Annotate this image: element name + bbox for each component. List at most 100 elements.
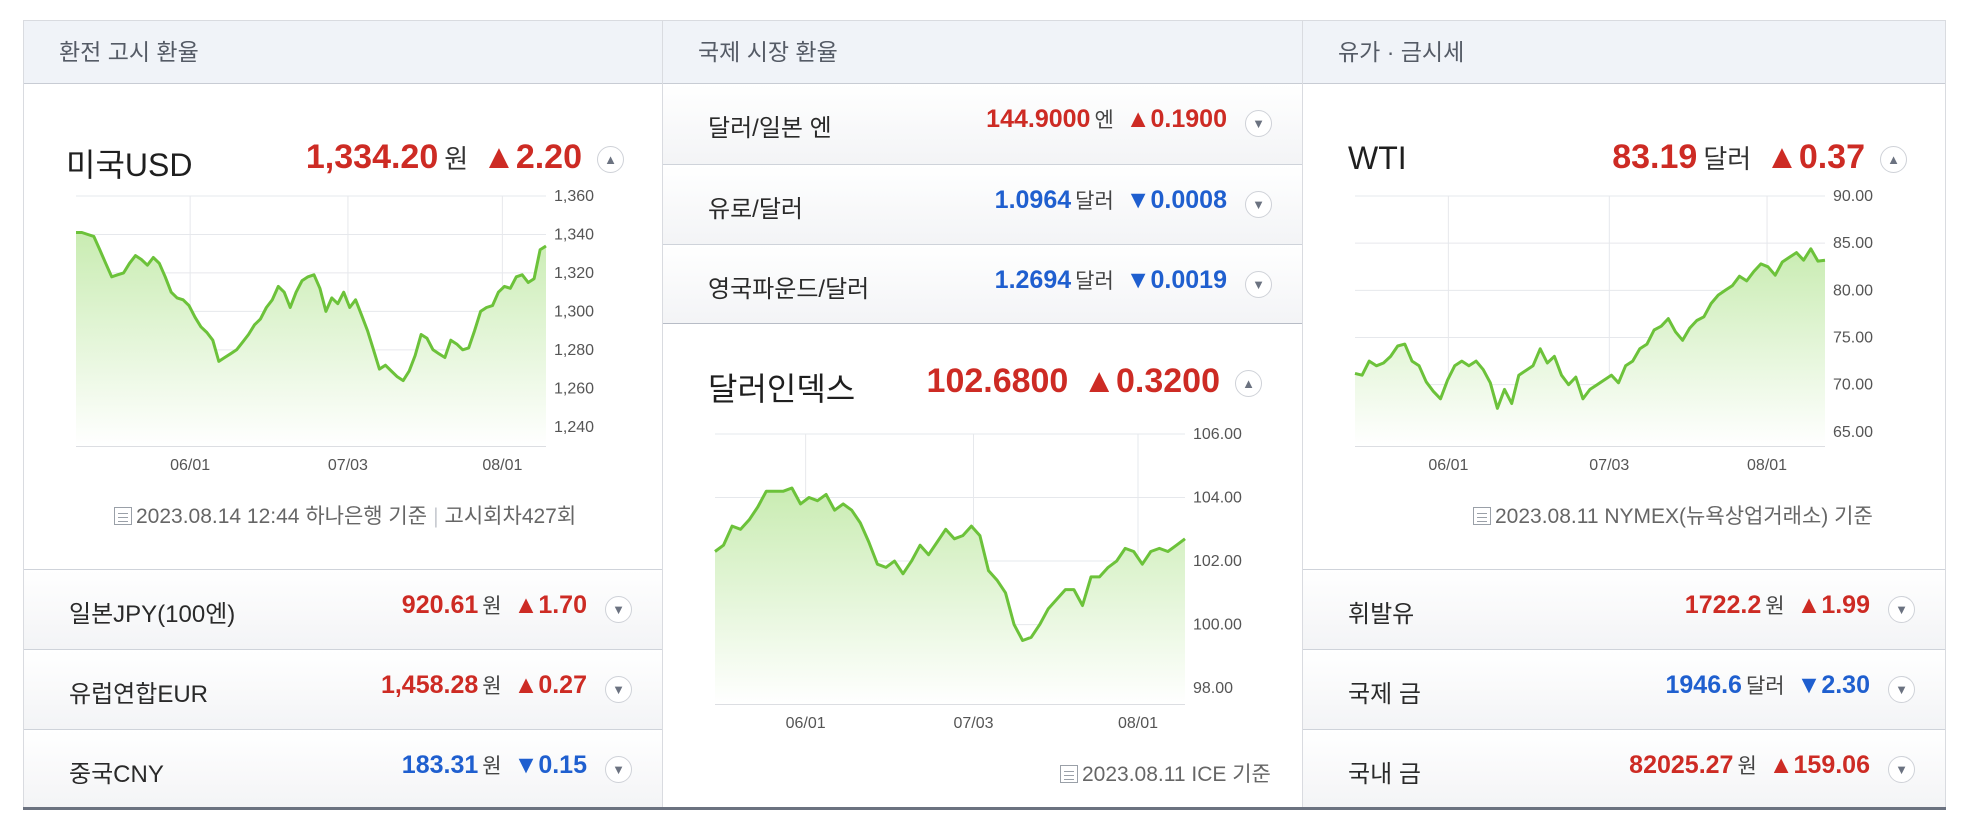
currency-change: ▲1.70: [513, 591, 587, 619]
list-item[interactable]: 휘발유 1722.2 원 ▲1.99 ▼: [1303, 569, 1945, 649]
usd-unit: 원: [444, 144, 469, 174]
y-tick-label: 65.00: [1833, 424, 1873, 441]
commodity-unit: 달러: [1745, 675, 1785, 698]
usd-change: ▲2.20: [482, 138, 582, 176]
currency-value: 183.31: [401, 751, 479, 779]
y-tick-label: 98.00: [1193, 680, 1233, 697]
document-icon: [1473, 507, 1491, 525]
y-tick-label: 106.00: [1193, 426, 1242, 443]
commodity-change: ▲1.99: [1796, 591, 1870, 619]
usd-source-text: 2023.08.14 12:44 하나은행 기준: [136, 505, 428, 528]
separator: |: [433, 505, 439, 528]
list-item[interactable]: 달러/일본 엔 144.9000 엔 ▲0.1900 ▼: [663, 84, 1302, 164]
pair-change: ▼0.0008: [1125, 186, 1227, 214]
currency-values: 183.31 원 ▼0.15: [402, 750, 587, 780]
commodity-change: ▼2.30: [1796, 671, 1870, 699]
usd-chart: 1,360 1,340 1,320 1,300 1,280 1,260 1,240 06/01…: [76, 188, 594, 474]
currency-name: 일본JPY(100엔): [69, 601, 236, 628]
currency-values: 920.61 원 ▲1.70: [402, 590, 587, 620]
market-column: 국제 시장 환율 달러/일본 엔 144.9000 엔 ▲0.1900 ▼ 유로…: [663, 20, 1303, 810]
dollar-index-source: 2023.08.11 ICE 기준: [1060, 758, 1271, 788]
chevron-up-icon[interactable]: ▲: [597, 146, 624, 173]
usd-panel[interactable]: 미국USD 1,334.20 원 ▲2.20 ▲ 1,360 1,340 1,320…: [24, 84, 662, 574]
finance-widget: 환전 고시 환율 미국USD 1,334.20 원 ▲2.20 ▲ 1,360 1…: [23, 20, 1946, 810]
y-tick-label: 85.00: [1833, 235, 1873, 252]
commodity-value: 1946.6: [1665, 671, 1742, 699]
usd-values: 1,334.20 원 ▲2.20: [306, 138, 582, 177]
section-title-market: 국제 시장 환율: [663, 20, 1302, 84]
series-line: [1354, 247, 1826, 410]
dollar-index-panel[interactable]: 달러인덱스 102.6800 ▲0.3200 ▲ 106.00 104.00 102…: [663, 324, 1302, 810]
list-item[interactable]: 유로/달러 1.0964 달러 ▼0.0008 ▼: [663, 164, 1302, 244]
x-tick-label: 06/01: [786, 715, 826, 732]
dollar-index-change: ▲0.3200: [1082, 362, 1220, 400]
chevron-down-icon[interactable]: ▼: [1888, 596, 1915, 623]
y-tick-label: 1,280: [554, 342, 594, 359]
currency-name: 중국CNY: [69, 761, 164, 788]
chevron-down-icon[interactable]: ▼: [1245, 110, 1272, 137]
usd-round: 고시회차427회: [444, 505, 577, 528]
dollar-index-chart: 106.00 104.00 102.00 100.00 98.00 06/01 07/03 0…: [714, 426, 1242, 732]
list-item[interactable]: 중국CNY 183.31 원 ▼0.15 ▼: [24, 729, 662, 809]
pair-name: 유로/달러: [708, 196, 803, 223]
usd-name: 미국USD: [66, 147, 193, 183]
list-item[interactable]: 국제 금 1946.6 달러 ▼2.30 ▼: [1303, 649, 1945, 729]
x-tick-label: 07/03: [328, 457, 368, 474]
commodity-change: ▲159.06: [1768, 751, 1870, 779]
y-tick-label: 100.00: [1193, 617, 1242, 634]
y-tick-label: 1,240: [554, 419, 594, 436]
currency-change: ▼0.15: [513, 751, 587, 779]
x-tick-label: 06/01: [1428, 457, 1468, 474]
pair-unit: 엔: [1094, 109, 1114, 132]
wti-value: 83.19: [1612, 138, 1698, 176]
wti-chart: 90.00 85.00 80.00 75.00 70.00 65.00 06/01 07/03…: [1354, 188, 1873, 474]
currency-unit: 원: [482, 675, 502, 698]
chevron-down-icon[interactable]: ▼: [1888, 756, 1915, 783]
chevron-down-icon[interactable]: ▼: [605, 596, 632, 623]
list-item[interactable]: 영국파운드/달러 1.2694 달러 ▼0.0019 ▼: [663, 244, 1302, 324]
currency-values: 1,458.28 원 ▲0.27: [381, 670, 587, 700]
pair-unit: 달러: [1075, 270, 1114, 293]
list-item[interactable]: 국내 금 82025.27 원 ▲159.06 ▼: [1303, 729, 1945, 809]
wti-panel[interactable]: WTI 83.19 달러 ▲0.37 ▲ 90.00 85.00 80.00 75.0…: [1303, 84, 1945, 574]
series-line: [714, 486, 1186, 642]
list-item[interactable]: 일본JPY(100엔) 920.61 원 ▲1.70 ▼: [24, 569, 662, 649]
pair-name: 달러/일본 엔: [708, 115, 832, 142]
section-title-oil-gold: 유가 · 금시세: [1303, 20, 1945, 84]
section-title-exchange: 환전 고시 환율: [24, 20, 662, 84]
y-tick-label: 75.00: [1833, 330, 1873, 347]
x-tick-label: 08/01: [1747, 457, 1787, 474]
y-tick-label: 1,360: [554, 188, 594, 205]
chevron-down-icon[interactable]: ▼: [1245, 191, 1272, 218]
chevron-down-icon[interactable]: ▼: [605, 756, 632, 783]
chevron-up-icon[interactable]: ▲: [1880, 146, 1907, 173]
x-tick-label: 07/03: [1589, 457, 1629, 474]
chevron-down-icon[interactable]: ▼: [1245, 271, 1272, 298]
commodity-unit: 원: [1765, 595, 1785, 618]
series-area: [76, 232, 546, 446]
pair-change: ▲0.1900: [1125, 105, 1227, 133]
chevron-up-icon[interactable]: ▲: [1235, 370, 1262, 397]
y-tick-label: 102.00: [1193, 553, 1242, 570]
currency-unit: 원: [482, 755, 502, 778]
series-area: [1355, 248, 1825, 446]
y-tick-label: 1,320: [554, 265, 594, 282]
x-tick-label: 08/01: [1118, 715, 1158, 732]
usd-source: 2023.08.14 12:44 하나은행 기준 | 고시회차427회: [114, 500, 576, 530]
list-item[interactable]: 유럽연합EUR 1,458.28 원 ▲0.27 ▼: [24, 649, 662, 729]
commodity-values: 1946.6 달러 ▼2.30: [1665, 670, 1870, 700]
wti-unit: 달러: [1703, 144, 1752, 174]
pair-values: 1.0964 달러 ▼0.0008: [995, 185, 1227, 215]
pair-change: ▼0.0019: [1125, 266, 1227, 294]
pair-value: 1.0964: [994, 186, 1072, 214]
y-tick-label: 90.00: [1833, 188, 1873, 205]
x-tick-label: 07/03: [953, 715, 993, 732]
chevron-down-icon[interactable]: ▼: [1888, 676, 1915, 703]
document-icon: [114, 507, 132, 525]
wti-values: 83.19 달러 ▲0.37: [1612, 138, 1865, 177]
currency-change: ▲0.27: [513, 671, 587, 699]
chevron-down-icon[interactable]: ▼: [605, 676, 632, 703]
commodity-values: 1722.2 원 ▲1.99: [1685, 590, 1870, 620]
document-icon: [1060, 765, 1078, 783]
oil-gold-column: 유가 · 금시세 WTI 83.19 달러 ▲0.37 ▲ 90.00 85.00…: [1303, 20, 1946, 810]
